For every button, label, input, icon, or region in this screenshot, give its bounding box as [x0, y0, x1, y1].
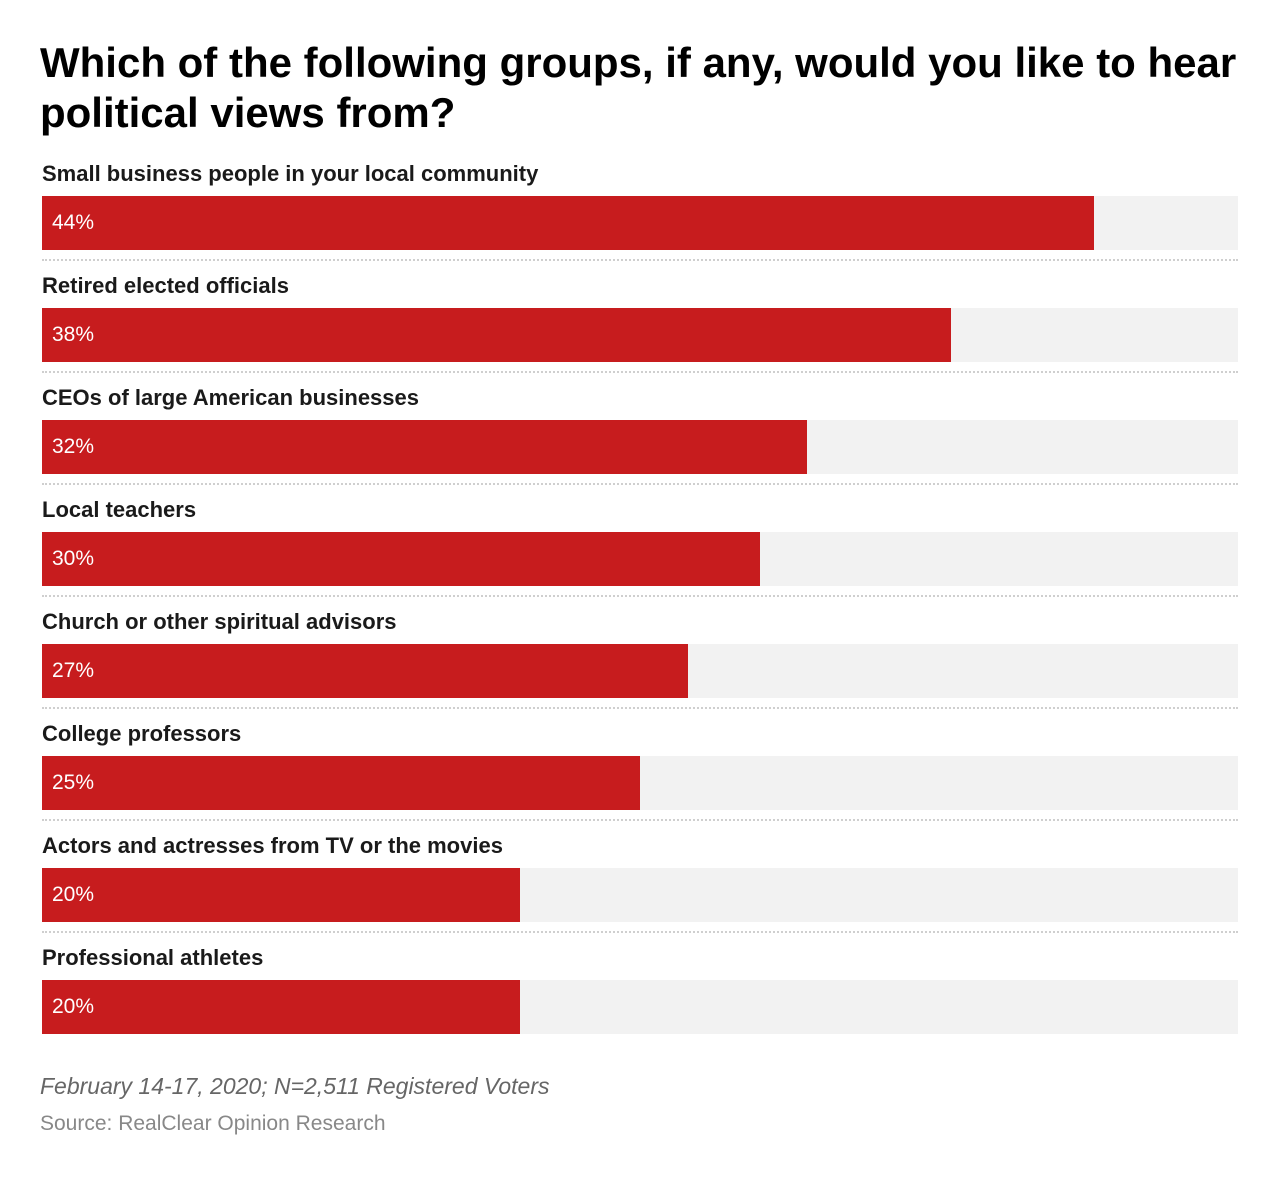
bar-row: Church or other spiritual advisors 27% [42, 604, 1238, 716]
bar: 27% [42, 644, 688, 698]
bar-track: 44% [42, 196, 1238, 250]
bar-value-label: 20% [52, 883, 95, 906]
category-label: Church or other spiritual advisors [42, 609, 397, 634]
row-divider [42, 259, 1238, 261]
bar-value-label: 20% [52, 995, 95, 1018]
bar-row: College professors 25% [42, 716, 1238, 828]
bar-track: 27% [42, 644, 1238, 698]
bar-track: 32% [42, 420, 1238, 474]
bar-row: Retired elected officials 38% [42, 268, 1238, 380]
bar-track: 25% [42, 756, 1238, 810]
bar-value-label: 30% [52, 547, 95, 570]
category-label: Actors and actresses from TV or the movi… [42, 833, 503, 858]
bar-value-label: 32% [52, 435, 95, 458]
survey-note: February 14-17, 2020; N=2,511 Registered… [40, 1073, 550, 1099]
bar-row: Professional athletes 20% [42, 940, 1238, 1052]
bar-track: 20% [42, 980, 1238, 1034]
bar-track: 30% [42, 532, 1238, 586]
bar: 38% [42, 308, 951, 362]
category-label: Professional athletes [42, 945, 264, 970]
bar-value-label: 25% [52, 771, 95, 794]
bar-row: Small business people in your local comm… [42, 156, 1238, 268]
category-label: CEOs of large American businesses [42, 385, 419, 410]
bar-track: 20% [42, 868, 1238, 922]
bar-value-label: 44% [52, 211, 95, 234]
bar: 30% [42, 532, 760, 586]
chart-title: Which of the following groups, if any, w… [40, 39, 1237, 136]
row-divider [42, 819, 1238, 821]
bar: 25% [42, 756, 640, 810]
bar-track: 38% [42, 308, 1238, 362]
bar: 20% [42, 980, 520, 1034]
bar-value-label: 38% [52, 323, 95, 346]
source-note: Source: RealClear Opinion Research [40, 1112, 386, 1135]
category-label: Small business people in your local comm… [42, 161, 539, 186]
row-divider [42, 483, 1238, 485]
row-divider [42, 707, 1238, 709]
bar-row: Actors and actresses from TV or the movi… [42, 828, 1238, 940]
row-divider [42, 371, 1238, 373]
row-divider [42, 595, 1238, 597]
category-label: College professors [42, 721, 242, 746]
category-label: Local teachers [42, 497, 197, 522]
bar: 44% [42, 196, 1094, 250]
bar-row: Local teachers 30% [42, 492, 1238, 604]
bar: 20% [42, 868, 520, 922]
bar-chart: Small business people in your local comm… [42, 156, 1238, 1052]
bar-value-label: 27% [52, 659, 95, 682]
bar-row: CEOs of large American businesses 32% [42, 380, 1238, 492]
category-label: Retired elected officials [42, 273, 289, 298]
row-divider [42, 931, 1238, 933]
bar: 32% [42, 420, 807, 474]
